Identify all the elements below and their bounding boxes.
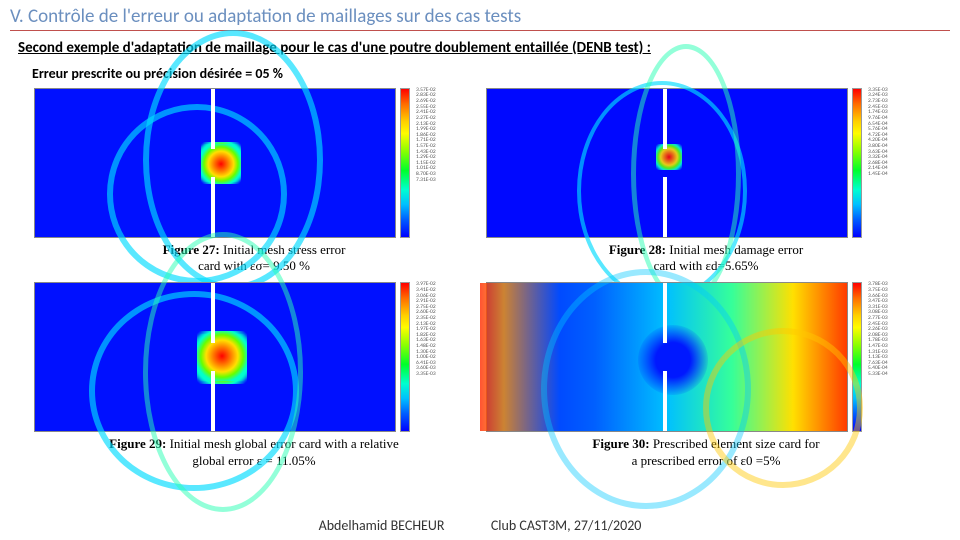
section-title: V. Contrôle de l'erreur ou adaptation de… — [10, 6, 950, 31]
figure-27: 3.57E-022.83E-022.69E-022.55E-022.41E-02… — [34, 88, 474, 238]
example-subtitle: Second exemple d'adaptation de maillage … — [18, 39, 950, 57]
figure-grid: 3.57E-022.83E-022.69E-022.55E-022.41E-02… — [10, 88, 950, 475]
figure-27-colorbar — [400, 88, 414, 238]
figure-28-colorbar — [852, 88, 866, 238]
figure-28-ticks: 3.35E-033.24E-032.73E-032.45E-031.74E-03… — [866, 88, 926, 238]
footer-author: Abdelhamid BECHEUR — [319, 517, 445, 534]
figure-29-ticks: 3.97E-023.41E-023.06E-022.91E-022.75E-02… — [414, 282, 474, 432]
figure-30: 3.78E-033.75E-033.66E-033.47E-033.31E-03… — [486, 282, 926, 432]
figure-30-heatmap — [486, 282, 848, 432]
footer-venue: Club CAST3M, 27/11/2020 — [491, 517, 642, 534]
footer: Abdelhamid BECHEUR Club CAST3M, 27/11/20… — [0, 517, 960, 534]
figure-30-ticks: 3.78E-033.75E-033.66E-033.47E-033.31E-03… — [866, 282, 926, 432]
figure-27-heatmap — [34, 88, 396, 238]
figure-27-ticks: 3.57E-022.83E-022.69E-022.55E-022.41E-02… — [414, 88, 474, 238]
slide: V. Contrôle de l'erreur ou adaptation de… — [0, 0, 960, 475]
figure-28: 3.35E-033.24E-032.73E-032.45E-031.74E-03… — [486, 88, 926, 238]
figure-29-heatmap — [34, 282, 396, 432]
figure-29-colorbar — [400, 282, 414, 432]
figure-29: 3.97E-023.41E-023.06E-022.91E-022.75E-02… — [34, 282, 474, 432]
figure-28-heatmap — [486, 88, 848, 238]
